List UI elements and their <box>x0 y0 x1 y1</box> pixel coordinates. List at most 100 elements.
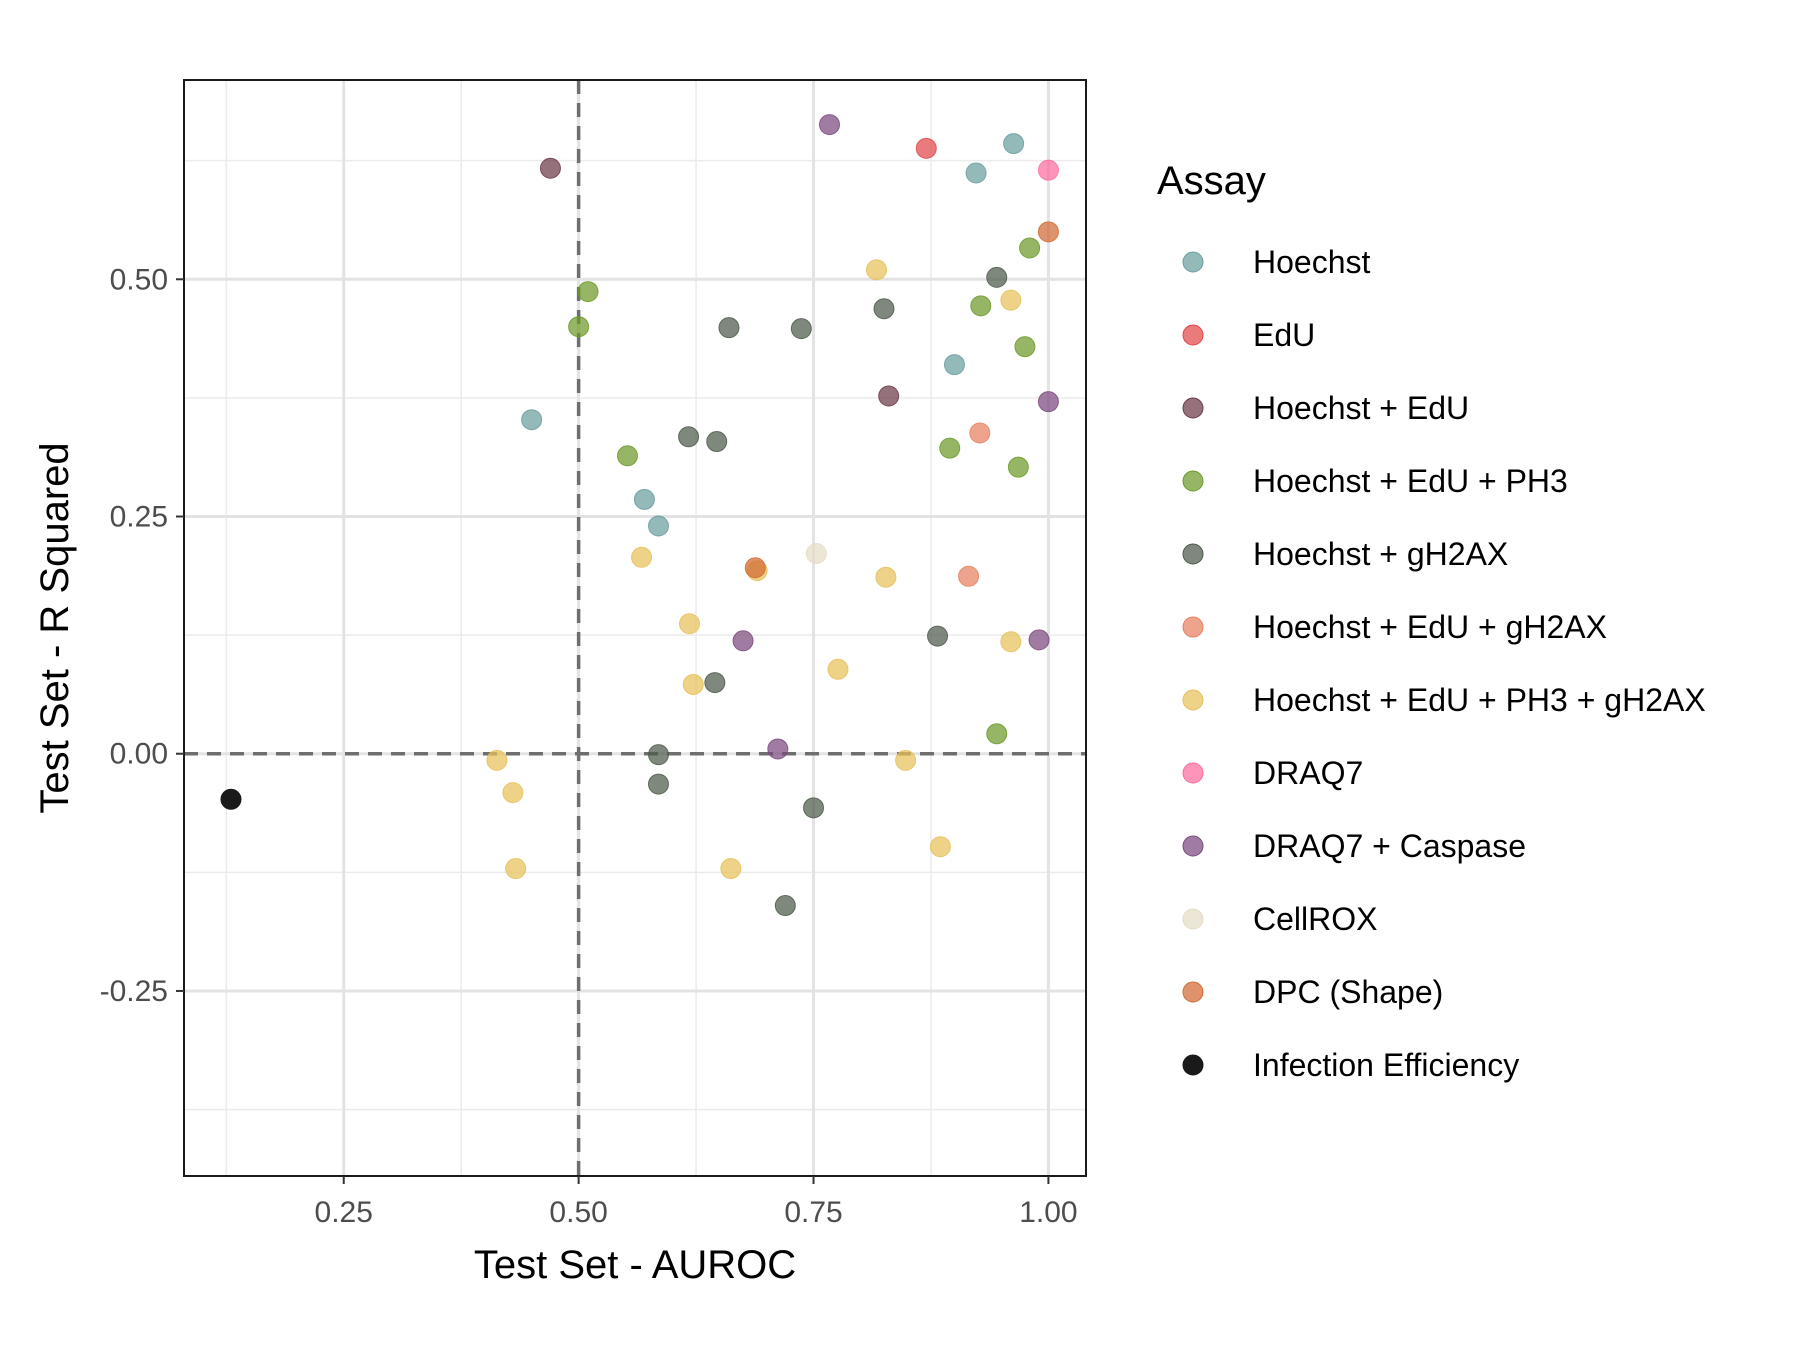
data-point <box>718 317 740 339</box>
data-point <box>678 426 700 448</box>
data-point <box>744 557 766 579</box>
legend-label: Infection Efficiency <box>1253 1047 1519 1083</box>
data-point <box>486 749 508 771</box>
data-point <box>1037 391 1059 413</box>
legend-key <box>1182 1054 1204 1076</box>
legend-label: Hoechst + EdU <box>1253 390 1469 426</box>
legend-key <box>1182 981 1204 1003</box>
data-point <box>818 114 840 136</box>
data-point <box>521 409 543 431</box>
data-point <box>220 788 242 810</box>
data-point <box>878 385 900 407</box>
data-point <box>568 316 590 338</box>
legend-title: Assay <box>1157 159 1266 203</box>
data-point <box>915 137 937 159</box>
data-point <box>647 515 669 537</box>
data-point <box>682 673 704 695</box>
data-point <box>1000 289 1022 311</box>
data-point <box>875 566 897 588</box>
x-tick-label: 1.00 <box>1019 1196 1077 1229</box>
y-axis-title: Test Set - R Squared <box>33 442 77 813</box>
x-axis-title: Test Set - AUROC <box>474 1243 796 1287</box>
legend-label: Hoechst + EdU + gH2AX <box>1253 609 1607 645</box>
data-point <box>616 445 638 467</box>
data-point <box>805 543 827 565</box>
legend-key <box>1182 324 1204 346</box>
data-point <box>986 723 1008 745</box>
y-tick-label: 0.50 <box>110 263 168 296</box>
legend-label: Hoechst + EdU + PH3 <box>1253 463 1568 499</box>
legend-key <box>1182 616 1204 638</box>
legend-key <box>1182 835 1204 857</box>
data-point <box>970 295 992 317</box>
data-point <box>865 259 887 281</box>
data-point <box>790 318 812 340</box>
plot-border <box>183 79 1087 1177</box>
legend-key <box>1182 251 1204 273</box>
legend-label: Hoechst + EdU + PH3 + gH2AX <box>1253 682 1706 718</box>
y-axis-ticks: -0.25 0.00 0.25 0.50 <box>100 263 184 1008</box>
data-point <box>958 565 980 587</box>
data-point <box>986 266 1008 288</box>
legend-key <box>1182 689 1204 711</box>
data-point <box>774 895 796 917</box>
data-point <box>631 546 653 568</box>
x-axis-ticks: 0.25 0.50 0.75 1.00 <box>315 1176 1078 1229</box>
data-point <box>873 298 895 320</box>
data-point <box>1037 159 1059 181</box>
data-point <box>929 836 951 858</box>
y-tick-label: 0.00 <box>110 738 168 771</box>
data-point <box>577 281 599 303</box>
data-point <box>1000 631 1022 653</box>
data-point <box>633 488 655 510</box>
data-point <box>1003 133 1025 155</box>
legend-label: DRAQ7 <box>1253 755 1363 791</box>
data-point <box>803 797 825 819</box>
data-point <box>827 658 849 680</box>
plot-panel <box>184 80 1086 1176</box>
data-point <box>647 744 669 766</box>
data-point <box>1037 221 1059 243</box>
legend-label: Hoechst <box>1253 244 1371 280</box>
data-point <box>969 422 991 444</box>
data-point <box>895 749 917 771</box>
data-point <box>706 431 728 453</box>
reference-lines <box>184 80 1086 1176</box>
legend-label: DRAQ7 + Caspase <box>1253 828 1526 864</box>
data-point <box>505 858 527 880</box>
data-point <box>965 162 987 184</box>
data-point <box>647 773 669 795</box>
data-point <box>767 738 789 760</box>
legend-key <box>1182 908 1204 930</box>
legend-label: EdU <box>1253 317 1315 353</box>
data-point <box>539 157 561 179</box>
data-point <box>1028 629 1050 651</box>
major-grid <box>184 80 1086 1176</box>
data-point <box>502 782 524 804</box>
data-point <box>704 672 726 694</box>
x-tick-label: 0.50 <box>549 1196 607 1229</box>
x-tick-label: 0.25 <box>315 1196 373 1229</box>
y-tick-label: -0.25 <box>100 975 168 1008</box>
data-point <box>1007 456 1029 478</box>
legend: Assay Hoechst EdU Hoechst + EdU Hoechst + E… <box>1157 159 1706 1083</box>
data-point <box>678 613 700 635</box>
x-tick-label: 0.75 <box>784 1196 842 1229</box>
data-point <box>943 354 965 376</box>
data-point <box>939 437 961 459</box>
data-point <box>732 630 754 652</box>
data-point <box>720 858 742 880</box>
legend-key <box>1182 397 1204 419</box>
legend-label: CellROX <box>1253 901 1377 937</box>
data-points <box>220 114 1059 917</box>
y-tick-label: 0.25 <box>110 501 168 534</box>
data-point <box>927 625 949 647</box>
legend-key <box>1182 762 1204 784</box>
legend-key <box>1182 543 1204 565</box>
data-point <box>1014 336 1036 358</box>
legend-label: DPC (Shape) <box>1253 974 1443 1010</box>
data-point <box>1019 237 1041 259</box>
legend-key <box>1182 470 1204 492</box>
legend-label: Hoechst + gH2AX <box>1253 536 1508 572</box>
